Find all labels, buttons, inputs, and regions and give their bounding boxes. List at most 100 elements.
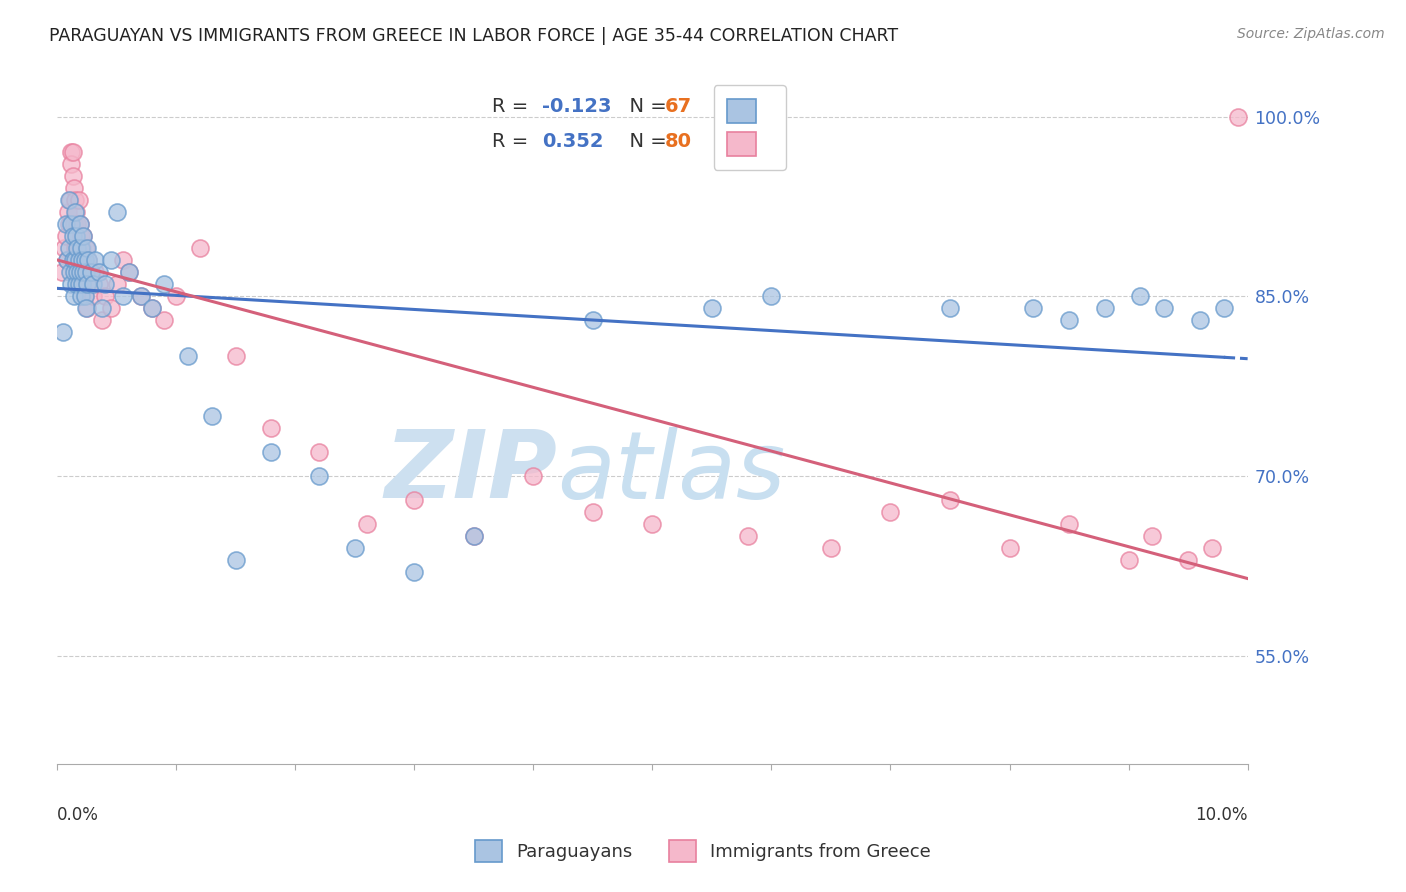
Point [939,301,962,316]
Point [641,517,664,532]
Point [1212,301,1234,316]
Point [75,242,97,256]
Point [84,253,107,268]
Point [111,289,134,303]
Point [153,313,176,327]
Point [67,194,90,208]
Text: 80: 80 [664,132,692,151]
Point [820,541,842,556]
Point [129,289,152,303]
Point [62,253,84,268]
Point [82,289,104,303]
Point [62,145,84,160]
Point [66,242,89,256]
Point [56,205,79,219]
Point [63,253,86,268]
Point [58,218,80,232]
Point [73,289,96,303]
Point [70,289,93,303]
Point [737,529,759,543]
Point [70,229,93,244]
Point [522,469,544,483]
Point [87,277,110,292]
Point [66,265,89,279]
Point [73,253,96,268]
Point [55,229,77,244]
Point [62,229,84,244]
Point [129,289,152,303]
Point [72,229,94,244]
Text: Source: ZipAtlas.com: Source: ZipAtlas.com [1237,27,1385,41]
Point [404,566,426,580]
Point [70,242,93,256]
Point [1188,313,1211,327]
Point [188,242,211,256]
Point [356,517,378,532]
Point [201,409,224,424]
Point [67,242,90,256]
Point [84,265,107,279]
Point [72,265,94,279]
Point [153,277,176,292]
Point [105,277,128,292]
Point [73,253,96,268]
Point [1022,301,1045,316]
Point [1094,301,1116,316]
Point [463,529,485,543]
Point [63,242,86,256]
Point [65,229,87,244]
Point [77,253,100,268]
Point [52,326,75,340]
Point [76,277,98,292]
Point [67,277,90,292]
Point [59,194,82,208]
Point [73,289,96,303]
Point [69,277,91,292]
Point [94,277,117,292]
Point [761,289,783,303]
Point [65,205,87,219]
Point [1153,301,1175,316]
Point [75,265,97,279]
Point [100,253,122,268]
Point [60,218,83,232]
Point [1201,541,1223,556]
Point [91,313,114,327]
Point [51,265,73,279]
Point [63,205,86,219]
Point [94,289,117,303]
Point [65,277,87,292]
Point [582,505,605,519]
Point [76,301,98,316]
Point [79,277,101,292]
Point [100,301,122,316]
Point [60,277,83,292]
Point [53,242,76,256]
Point [76,242,98,256]
Text: R =: R = [492,97,534,116]
Text: atlas: atlas [557,426,786,517]
Point [1227,110,1250,124]
Point [76,265,98,279]
Text: 0.0%: 0.0% [58,806,98,824]
Text: 0.352: 0.352 [541,132,603,151]
Text: 10.0%: 10.0% [1195,806,1247,824]
Point [79,265,101,279]
Point [343,541,366,556]
Point [260,421,283,435]
Text: -0.123: -0.123 [541,97,612,116]
Point [70,253,93,268]
Point [879,505,901,519]
Point [91,301,114,316]
Point [60,145,83,160]
Point [60,157,83,171]
Legend: , : , [714,86,786,169]
Point [79,265,101,279]
Point [58,242,80,256]
Point [1177,553,1199,567]
Point [998,541,1021,556]
Point [225,553,247,567]
Text: PARAGUAYAN VS IMMIGRANTS FROM GREECE IN LABOR FORCE | AGE 35-44 CORRELATION CHAR: PARAGUAYAN VS IMMIGRANTS FROM GREECE IN … [49,27,898,45]
Point [55,218,77,232]
Point [67,253,90,268]
